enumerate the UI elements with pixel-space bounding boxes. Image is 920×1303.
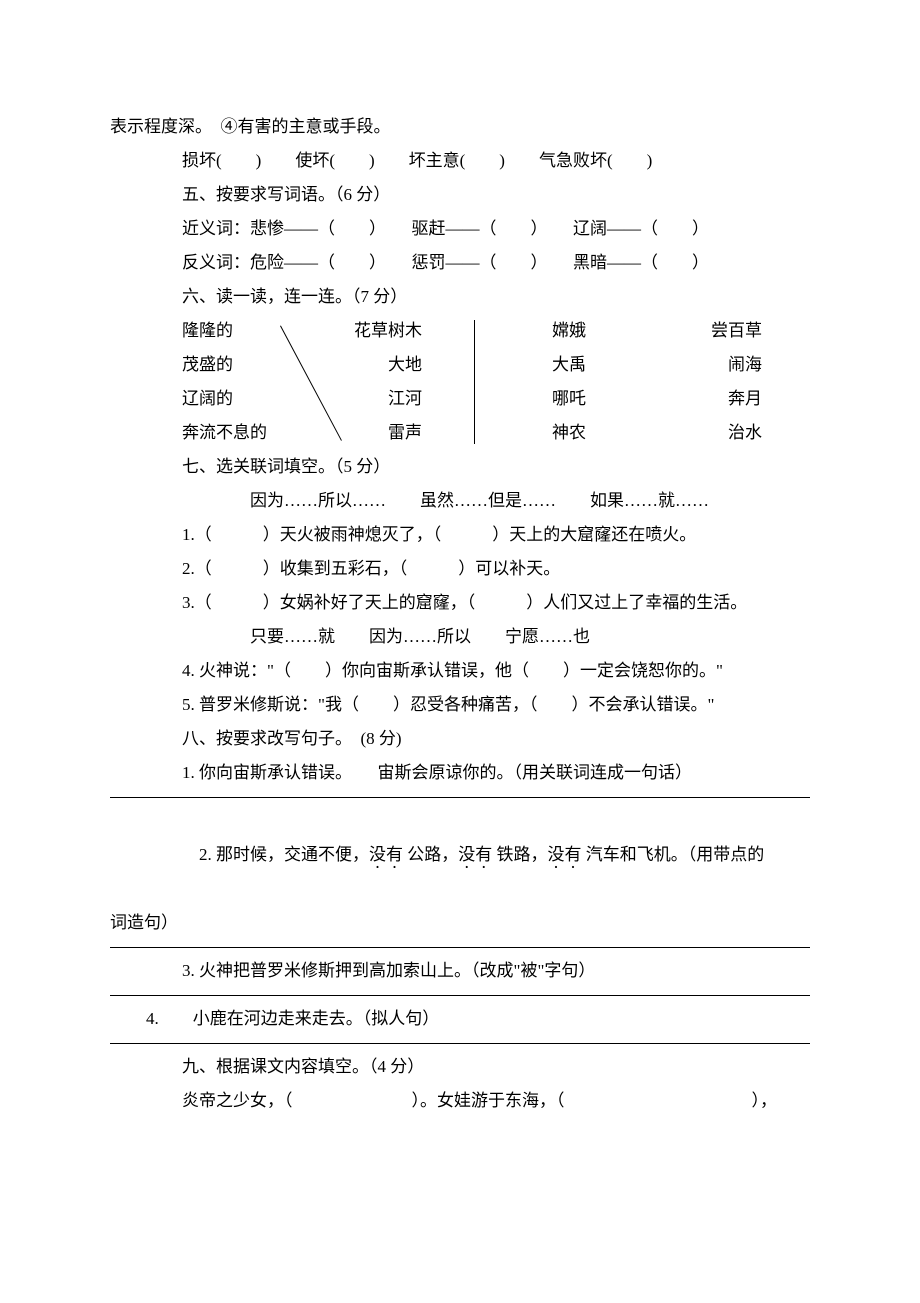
match-left-a[interactable]: 辽阔的 xyxy=(182,382,233,416)
match-right-b[interactable]: 尝百草 xyxy=(711,314,762,348)
match-left-a[interactable]: 奔流不息的 xyxy=(182,416,267,450)
answer-line[interactable] xyxy=(110,994,810,996)
q8-2-prefix: 2. 那时候，交通不便， xyxy=(199,845,369,864)
q8-4[interactable]: 4. 小鹿在河边走来走去。（拟人句） xyxy=(110,1002,810,1036)
match-right-a[interactable]: 嫦娥 xyxy=(552,314,586,348)
synonyms-row[interactable]: 近义词：悲惨——（ ） 驱赶——（ ） 辽阔——（ ） xyxy=(110,212,810,246)
conj-bank-1: 因为……所以…… 虽然……但是…… 如果……就…… xyxy=(110,484,810,518)
dotted-char: 没 xyxy=(458,838,475,872)
match-right-col: 嫦娥 尝百草 大禹 闹海 哪吒 奔月 神农 治水 xyxy=(482,314,810,450)
dotted-char: 有 xyxy=(475,838,492,872)
match-left-b[interactable]: 江河 xyxy=(388,382,422,416)
match-right-a[interactable]: 哪吒 xyxy=(552,382,586,416)
q9-1[interactable]: 炎帝之少女，（ ）。女娃游于东海，（ ）， xyxy=(110,1084,810,1118)
q8-2-mid: 铁路， xyxy=(492,845,547,864)
answer-line[interactable] xyxy=(110,796,810,798)
match-left-b[interactable]: 花草树木 xyxy=(354,314,422,348)
match-right-b[interactable]: 治水 xyxy=(728,416,762,450)
section-6-title: 六、读一读，连一连。（7 分） xyxy=(110,280,810,314)
match-right-a[interactable]: 神农 xyxy=(552,416,586,450)
q8-2-suffix: 汽车和飞机。（用带点的 xyxy=(582,845,765,864)
q8-3[interactable]: 3. 火神把普罗米修斯押到高加索山上。（改成"被"字句） xyxy=(110,954,810,988)
q7-4[interactable]: 4. 火神说："（ ）你向宙斯承认错误，他（ ）一定会饶恕你的。" xyxy=(110,654,810,688)
q8-2-line1[interactable]: 2. 那时候，交通不便，没有 公路，没有 铁路，没有 汽车和飞机。（用带点的 xyxy=(110,804,810,906)
q7-3[interactable]: 3.（ ）女娲补好了天上的窟窿，（ ）人们又过上了幸福的生活。 xyxy=(110,586,810,620)
dotted-char: 有 xyxy=(565,838,582,872)
match-left-b[interactable]: 大地 xyxy=(388,348,422,382)
dotted-char: 没 xyxy=(548,838,565,872)
q8-2-line2: 词造句） xyxy=(110,906,810,940)
q8-1[interactable]: 1. 你向宙斯承认错误。 宙斯会原谅你的。（用关联词连成一句话） xyxy=(110,756,810,790)
choice-explain-frag: 表示程度深。 ④有害的主意或手段。 xyxy=(110,110,810,144)
section-8-title: 八、按要求改写句子。 (8 分) xyxy=(110,722,810,756)
fill-huai[interactable]: 损坏( ) 使坏( ) 坏主意( ) 气急败坏( ) xyxy=(110,144,810,178)
answer-line[interactable] xyxy=(110,1042,810,1044)
match-left-b[interactable]: 雷声 xyxy=(388,416,422,450)
match-left-a[interactable]: 茂盛的 xyxy=(182,348,233,382)
q7-2[interactable]: 2.（ ）收集到五彩石，（ ）可以补天。 xyxy=(110,552,810,586)
dotted-char: 没 xyxy=(369,838,386,872)
antonyms-row[interactable]: 反义词：危险——（ ） 惩罚——（ ） 黑暗——（ ） xyxy=(110,246,810,280)
match-right-b[interactable]: 奔月 xyxy=(728,382,762,416)
match-right-a[interactable]: 大禹 xyxy=(552,348,586,382)
match-right-b[interactable]: 闹海 xyxy=(728,348,762,382)
section-5-title: 五、按要求写词语。（6 分） xyxy=(110,178,810,212)
matching-block[interactable]: 隆隆的 花草树木 茂盛的 大地 辽阔的 江河 奔流不息的 雷声 嫦娥 尝百草 大禹 闹海 哪… xyxy=(110,314,810,450)
section-9-title: 九、根据课文内容填空。（4 分） xyxy=(110,1050,810,1084)
match-left-col: 隆隆的 花草树木 茂盛的 大地 辽阔的 江河 奔流不息的 雷声 xyxy=(182,314,482,450)
conj-bank-2: 只要……就 因为……所以 宁愿……也 xyxy=(110,620,810,654)
match-left-a[interactable]: 隆隆的 xyxy=(182,314,233,348)
divider-bar xyxy=(474,320,475,444)
q8-2-mid: 公路， xyxy=(403,845,458,864)
section-7-title: 七、选关联词填空。（5 分） xyxy=(110,450,810,484)
q7-1[interactable]: 1.（ ）天火被雨神熄灭了，（ ）天上的大窟窿还在喷火。 xyxy=(110,518,810,552)
exam-page: 表示程度深。 ④有害的主意或手段。 损坏( ) 使坏( ) 坏主意( ) 气急败… xyxy=(0,0,920,1178)
q7-5[interactable]: 5. 普罗米修斯说："我（ ）忍受各种痛苦，（ ）不会承认错误。" xyxy=(110,688,810,722)
answer-line[interactable] xyxy=(110,946,810,948)
dotted-char: 有 xyxy=(386,838,403,872)
